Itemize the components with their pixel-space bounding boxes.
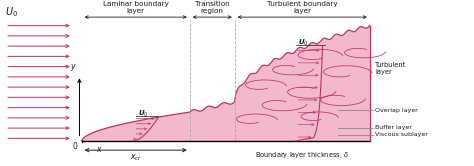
Text: $x$: $x$ <box>96 145 103 154</box>
Text: Buffer layer: Buffer layer <box>375 125 412 130</box>
Text: Overlap layer: Overlap layer <box>375 108 418 113</box>
Text: U$_0$: U$_0$ <box>5 5 18 19</box>
Text: $x_{cr}$: $x_{cr}$ <box>130 153 142 163</box>
Text: Boundary layer thickness, $\delta$: Boundary layer thickness, $\delta$ <box>255 150 349 160</box>
Text: Viscous sublayer: Viscous sublayer <box>375 132 428 137</box>
Text: Turbulent
layer: Turbulent layer <box>375 62 406 75</box>
Text: $y$: $y$ <box>70 62 77 73</box>
Text: Laminar boundary
layer: Laminar boundary layer <box>103 1 169 14</box>
Polygon shape <box>82 26 370 141</box>
Text: Turbulent boundary
layer: Turbulent boundary layer <box>267 1 337 14</box>
Text: Transition
region: Transition region <box>195 1 229 14</box>
Text: U$_0$: U$_0$ <box>298 38 309 48</box>
Text: 0: 0 <box>73 142 77 151</box>
Text: U$_0$: U$_0$ <box>138 108 148 119</box>
